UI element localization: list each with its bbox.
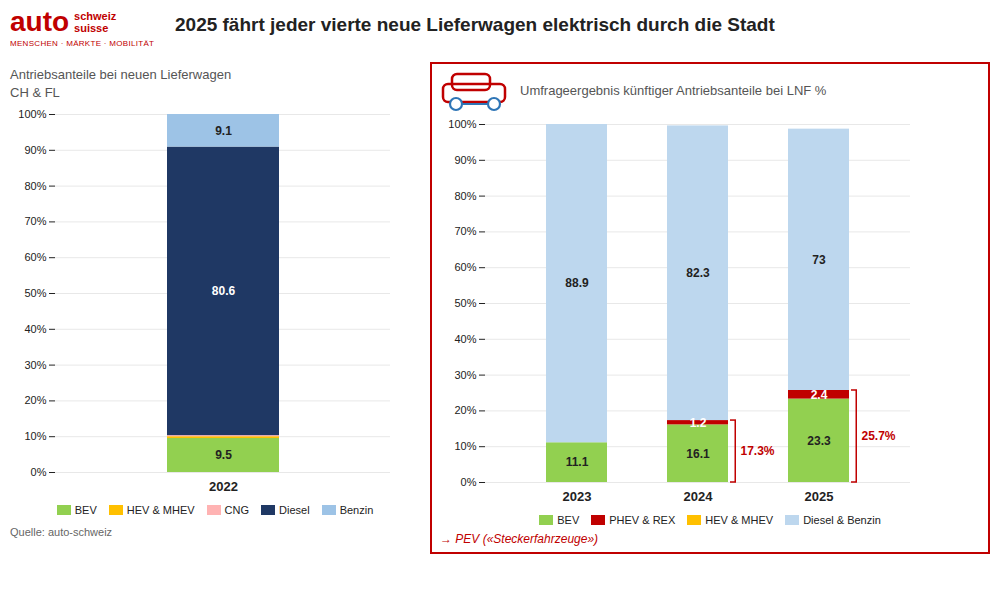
svg-text:100%: 100% <box>18 108 46 120</box>
svg-text:2022: 2022 <box>209 479 238 494</box>
svg-text:73: 73 <box>812 253 826 267</box>
svg-text:25.7%: 25.7% <box>862 429 896 443</box>
svg-text:30%: 30% <box>24 359 46 371</box>
svg-text:70%: 70% <box>454 225 476 237</box>
svg-text:1.2: 1.2 <box>690 416 707 430</box>
svg-text:20%: 20% <box>24 394 46 406</box>
html-text:Antriebsanteile bei neuen Lief: Antriebsanteile bei neuen Lieferwagen CH… <box>10 66 232 100</box>
svg-text:2025: 2025 <box>805 489 834 504</box>
svg-text:9.5: 9.5 <box>215 448 232 462</box>
svg-text:90%: 90% <box>454 154 476 166</box>
html-text:PHEV & REX: PHEV & REX <box>609 514 676 526</box>
svg-text:50%: 50% <box>24 287 46 299</box>
svg-text:10%: 10% <box>454 440 476 452</box>
svg-text:2023: 2023 <box>563 489 592 504</box>
html-text:Diesel: Diesel <box>279 504 310 516</box>
svg-text:10%: 10% <box>24 430 46 442</box>
svg-text:0%: 0% <box>31 466 47 478</box>
html-text:HEV & MHEV: HEV & MHEV <box>126 504 195 516</box>
html-text:BEV: BEV <box>74 504 97 516</box>
svg-text:100%: 100% <box>448 118 476 130</box>
svg-text:20%: 20% <box>454 404 476 416</box>
svg-text:50%: 50% <box>454 297 476 309</box>
html-text:Quelle: auto-schweiz: Quelle: auto-schweiz <box>10 526 113 538</box>
svg-text:2.4: 2.4 <box>811 388 828 402</box>
svg-text:16.1: 16.1 <box>686 447 710 461</box>
svg-text:90%: 90% <box>24 144 46 156</box>
svg-text:23.3: 23.3 <box>807 434 831 448</box>
html-text:schweiz: schweiz <box>74 10 117 22</box>
svg-text:70%: 70% <box>24 215 46 227</box>
html-text:suisse: suisse <box>74 22 109 34</box>
html-text:auto: auto <box>10 6 70 37</box>
html-text:Umfrageergebnis künftiger Antr: Umfrageergebnis künftiger Antriebsanteil… <box>520 82 827 98</box>
html-text:HEV & MHEV: HEV & MHEV <box>705 514 774 526</box>
svg-text:40%: 40% <box>454 333 476 345</box>
svg-text:82.3: 82.3 <box>686 266 710 280</box>
svg-text:0%: 0% <box>461 476 477 488</box>
html-text:→ PEV («Steckerfahrzeuge»): → PEV («Steckerfahrzeuge») <box>440 532 599 546</box>
svg-text:80.6: 80.6 <box>212 284 236 298</box>
svg-text:2024: 2024 <box>684 489 714 504</box>
svg-text:40%: 40% <box>24 323 46 335</box>
svg-text:80%: 80% <box>24 180 46 192</box>
svg-text:60%: 60% <box>454 261 476 273</box>
svg-text:88.9: 88.9 <box>565 276 589 290</box>
svg-text:80%: 80% <box>454 190 476 202</box>
html-text:2025 fährt jeder vierte neue L: 2025 fährt jeder vierte neue Lieferwagen… <box>175 14 775 35</box>
html-text:MENSCHEN · MÄRKTE · MOBILITÄT: MENSCHEN · MÄRKTE · MOBILITÄT <box>10 39 155 48</box>
svg-text:30%: 30% <box>454 369 476 381</box>
html-text:CNG: CNG <box>224 504 249 516</box>
svg-text:60%: 60% <box>24 251 46 263</box>
svg-text:11.1: 11.1 <box>566 455 589 469</box>
html-text:BEV: BEV <box>557 514 580 526</box>
svg-text:9.1: 9.1 <box>215 124 232 138</box>
svg-text:17.3%: 17.3% <box>741 444 775 458</box>
html-text:Diesel & Benzin: Diesel & Benzin <box>803 514 881 526</box>
html-text:Benzin: Benzin <box>339 504 374 516</box>
